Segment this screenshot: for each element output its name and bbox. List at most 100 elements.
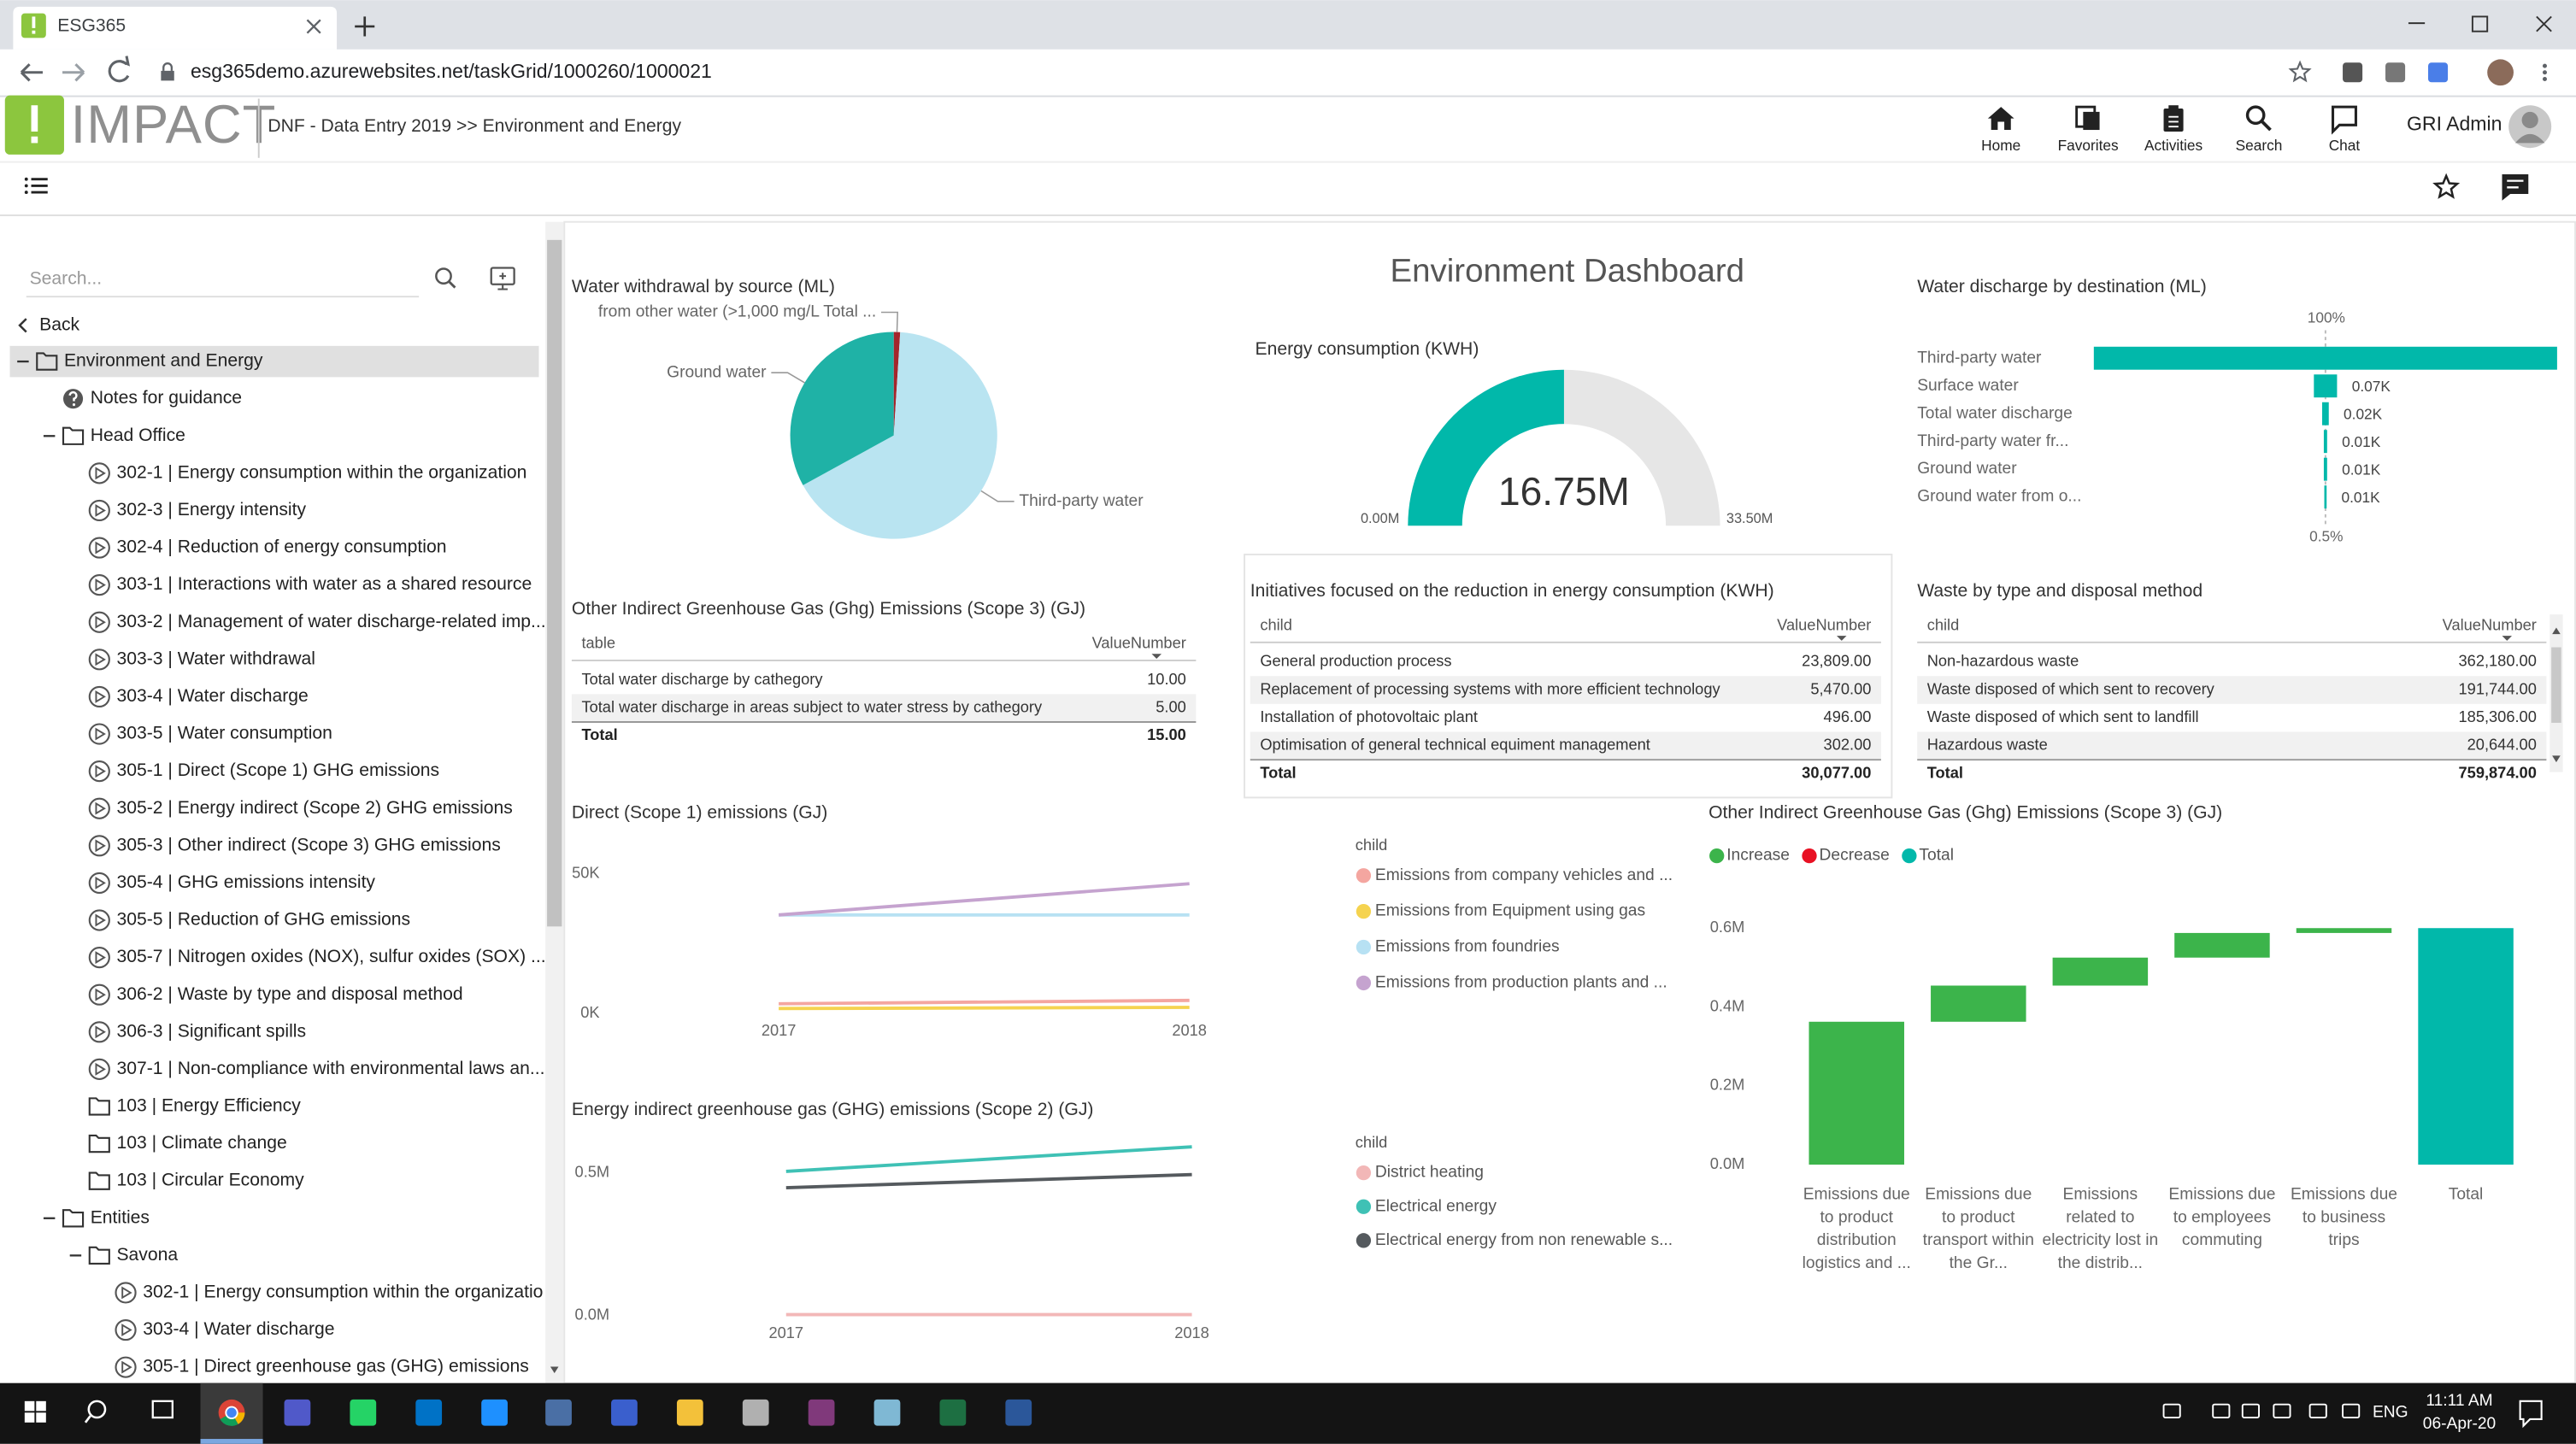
taskbar-app[interactable]: [808, 1399, 835, 1426]
tab-title[interactable]: ESG365: [57, 16, 126, 36]
tree-item[interactable]: 303-1 | Interactions with water as a sha…: [116, 574, 532, 594]
notification-icon[interactable]: [2519, 1400, 2543, 1429]
taskbar-app[interactable]: [415, 1399, 443, 1426]
start-logo[interactable]: [36, 1400, 46, 1412]
tree-item[interactable]: 303-5 | Water consumption: [116, 724, 332, 743]
nav-label[interactable]: Favorites: [2058, 137, 2119, 154]
tree-item[interactable]: 306-2 | Waste by type and disposal metho…: [116, 984, 462, 1004]
tree-row[interactable]: [10, 382, 539, 414]
menu-icon-dot[interactable]: [24, 184, 28, 188]
tray-icon[interactable]: [2273, 1403, 2291, 1419]
scroll-down[interactable]: [550, 1366, 559, 1374]
tree-row[interactable]: [10, 1202, 539, 1235]
tree-item[interactable]: 305-2 | Energy indirect (Scope 2) GHG em…: [116, 798, 512, 818]
legend-label[interactable]: Increase: [1726, 847, 1790, 865]
tree-item[interactable]: 302-1 | Energy consumption within the or…: [143, 1283, 543, 1302]
search-input[interactable]: Search...: [30, 269, 103, 289]
taskbar-app[interactable]: [742, 1399, 769, 1426]
url[interactable]: esg365demo.azurewebsites.net/taskGrid/10…: [191, 60, 712, 82]
table-scroll-thumb[interactable]: [2551, 647, 2561, 723]
nav-button[interactable]: [2075, 105, 2100, 131]
forward-button[interactable]: [62, 63, 85, 82]
legend-label[interactable]: District heating: [1375, 1164, 1484, 1182]
user-name[interactable]: GRI Admin: [2407, 112, 2502, 134]
taskbar-app[interactable]: [545, 1399, 572, 1426]
menu-icon-dot[interactable]: [24, 191, 28, 195]
profile-avatar[interactable]: [2487, 59, 2514, 86]
back-link[interactable]: Back: [39, 314, 79, 334]
table-scroll-up[interactable]: [2552, 627, 2561, 635]
tree-item[interactable]: 303-2 | Management of water discharge-re…: [116, 612, 545, 631]
tree-item[interactable]: 305-7 | Nitrogen oxides (NOX), sulfur ox…: [116, 947, 545, 966]
tab[interactable]: [13, 6, 338, 50]
search-button[interactable]: [435, 267, 452, 285]
reload-button[interactable]: [108, 56, 130, 83]
tree-item[interactable]: 302-4 | Reduction of energy consumption: [116, 537, 446, 557]
legend-label[interactable]: Emissions from company vehicles and ...: [1375, 866, 1673, 884]
tree-item[interactable]: Savona: [116, 1245, 178, 1265]
tree-item[interactable]: 305-1 | Direct (Scope 1) GHG emissions: [116, 760, 439, 780]
tree-item[interactable]: Entities: [91, 1207, 150, 1227]
tree-item[interactable]: Environment and Energy: [64, 351, 263, 371]
tree-item[interactable]: 103 | Energy Efficiency: [116, 1096, 301, 1116]
tree-item[interactable]: Notes for guidance: [91, 388, 242, 408]
table-scroll-down[interactable]: [2552, 755, 2561, 763]
tree-item[interactable]: 305-4 | GHG emissions intensity: [116, 872, 375, 892]
legend-label[interactable]: Decrease: [1820, 847, 1890, 865]
legend-label[interactable]: Emissions from production plants and ...: [1375, 974, 1667, 992]
back-button[interactable]: [20, 63, 43, 82]
taskbar-app[interactable]: [873, 1399, 901, 1426]
menu-icon-dot[interactable]: [24, 177, 28, 181]
tray-icon[interactable]: [2162, 1403, 2181, 1419]
start-logo[interactable]: [36, 1412, 46, 1423]
tree-item[interactable]: 303-3 | Water withdrawal: [116, 649, 315, 668]
taskbar-time[interactable]: 11:11 AM: [2426, 1392, 2492, 1410]
extension-icon[interactable]: [2428, 62, 2449, 83]
tree-item[interactable]: 303-4 | Water discharge: [143, 1319, 334, 1339]
tab-close[interactable]: [306, 19, 321, 34]
nav-button[interactable]: [1987, 107, 2014, 131]
favorite-star[interactable]: [2432, 173, 2461, 199]
legend-label[interactable]: Emissions from Equipment using gas: [1375, 902, 1645, 920]
legend-label[interactable]: Electrical energy from non renewable s..…: [1375, 1231, 1673, 1249]
tree-item[interactable]: 103 | Climate change: [116, 1133, 286, 1153]
extension-icon[interactable]: [2385, 62, 2406, 83]
legend-label[interactable]: Emissions from foundries: [1375, 938, 1560, 956]
tree-item[interactable]: 306-3 | Significant spills: [116, 1021, 306, 1041]
bookmark-star[interactable]: [2288, 60, 2312, 83]
legend-label[interactable]: Total: [1919, 847, 1954, 865]
nav-button[interactable]: [2163, 105, 2184, 132]
taskbar-language[interactable]: ENG: [2373, 1403, 2408, 1421]
nav-label[interactable]: Home: [1981, 137, 2020, 154]
taskbar-app[interactable]: [676, 1399, 703, 1426]
legend-label[interactable]: Electrical energy: [1375, 1197, 1497, 1215]
maximize[interactable]: [2471, 15, 2489, 32]
taskbar-search[interactable]: [87, 1400, 107, 1419]
tree-row[interactable]: [10, 420, 539, 452]
taskbar-app[interactable]: [284, 1399, 311, 1426]
tree-item[interactable]: 305-3 | Other indirect (Scope 3) GHG emi…: [116, 835, 500, 854]
new-tab[interactable]: [355, 16, 375, 37]
nav-button[interactable]: [2245, 105, 2272, 132]
nav-label[interactable]: Activities: [2144, 137, 2203, 154]
extension-icon[interactable]: [2343, 62, 2363, 83]
taskbar-app[interactable]: [481, 1399, 508, 1426]
tree-item[interactable]: 302-1 | Energy consumption within the or…: [116, 462, 526, 482]
back-chevron[interactable]: [18, 318, 27, 333]
taskbar-date[interactable]: 06-Apr-20: [2423, 1415, 2496, 1433]
tree-item[interactable]: Head Office: [91, 426, 185, 445]
taskbar-app[interactable]: [611, 1399, 638, 1426]
tree-item[interactable]: 302-3 | Energy intensity: [116, 500, 306, 519]
taskbar-app[interactable]: [939, 1399, 967, 1426]
task-view[interactable]: [151, 1400, 173, 1419]
close-window[interactable]: [2536, 15, 2552, 32]
tree-item[interactable]: 305-5 | Reduction of GHG emissions: [116, 910, 410, 930]
sidebar-scroll-thumb[interactable]: [547, 239, 562, 927]
taskbar-app[interactable]: [350, 1399, 377, 1426]
tree-item[interactable]: 307-1 | Non-compliance with environmenta…: [116, 1059, 544, 1078]
tree-item[interactable]: 103 | Circular Economy: [116, 1171, 304, 1190]
tree-item[interactable]: 303-4 | Water discharge: [116, 686, 308, 706]
tree-item[interactable]: 305-1 | Direct greenhouse gas (GHG) emis…: [143, 1357, 529, 1376]
tray-icon[interactable]: [2342, 1403, 2361, 1419]
nav-label[interactable]: Search: [2236, 137, 2283, 154]
